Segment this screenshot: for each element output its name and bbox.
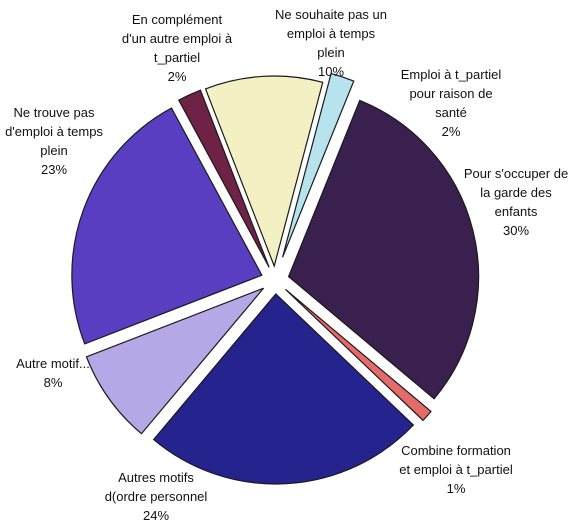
slice-label: Autre motif... 8%: [16, 356, 90, 390]
slice-label: Autres motifs d(ordre personnel 24%: [105, 470, 208, 523]
slice-label: En complément d'un autre emploi à t_partie…: [122, 12, 233, 84]
pie-slice: [285, 288, 432, 422]
pie-slice: [152, 293, 415, 485]
pie-slice: [177, 89, 270, 268]
pie-slice: [281, 72, 355, 258]
slice-label: Combine formation et emploi à t_partiel 1%: [399, 443, 513, 496]
pie-slice: [71, 107, 263, 345]
pie-slice: [85, 287, 265, 435]
pie-slice: [204, 75, 324, 268]
pie-slices: [71, 72, 480, 485]
slice-label: Emploi à t_partiel pour raison de santé 2%: [401, 67, 502, 139]
slice-label: Ne souhaite pas un emploi à temps plein 10%: [275, 7, 387, 79]
slice-label: Pour s'occuper de la garde des enfants 30%: [464, 166, 568, 238]
slice-label: Ne trouve pas d'emploi à temps plein 23%: [5, 105, 103, 177]
pie-slice: [287, 99, 480, 400]
slice-labels: Pour s'occuper de la garde des enfants 30% C…: [5, 7, 568, 523]
